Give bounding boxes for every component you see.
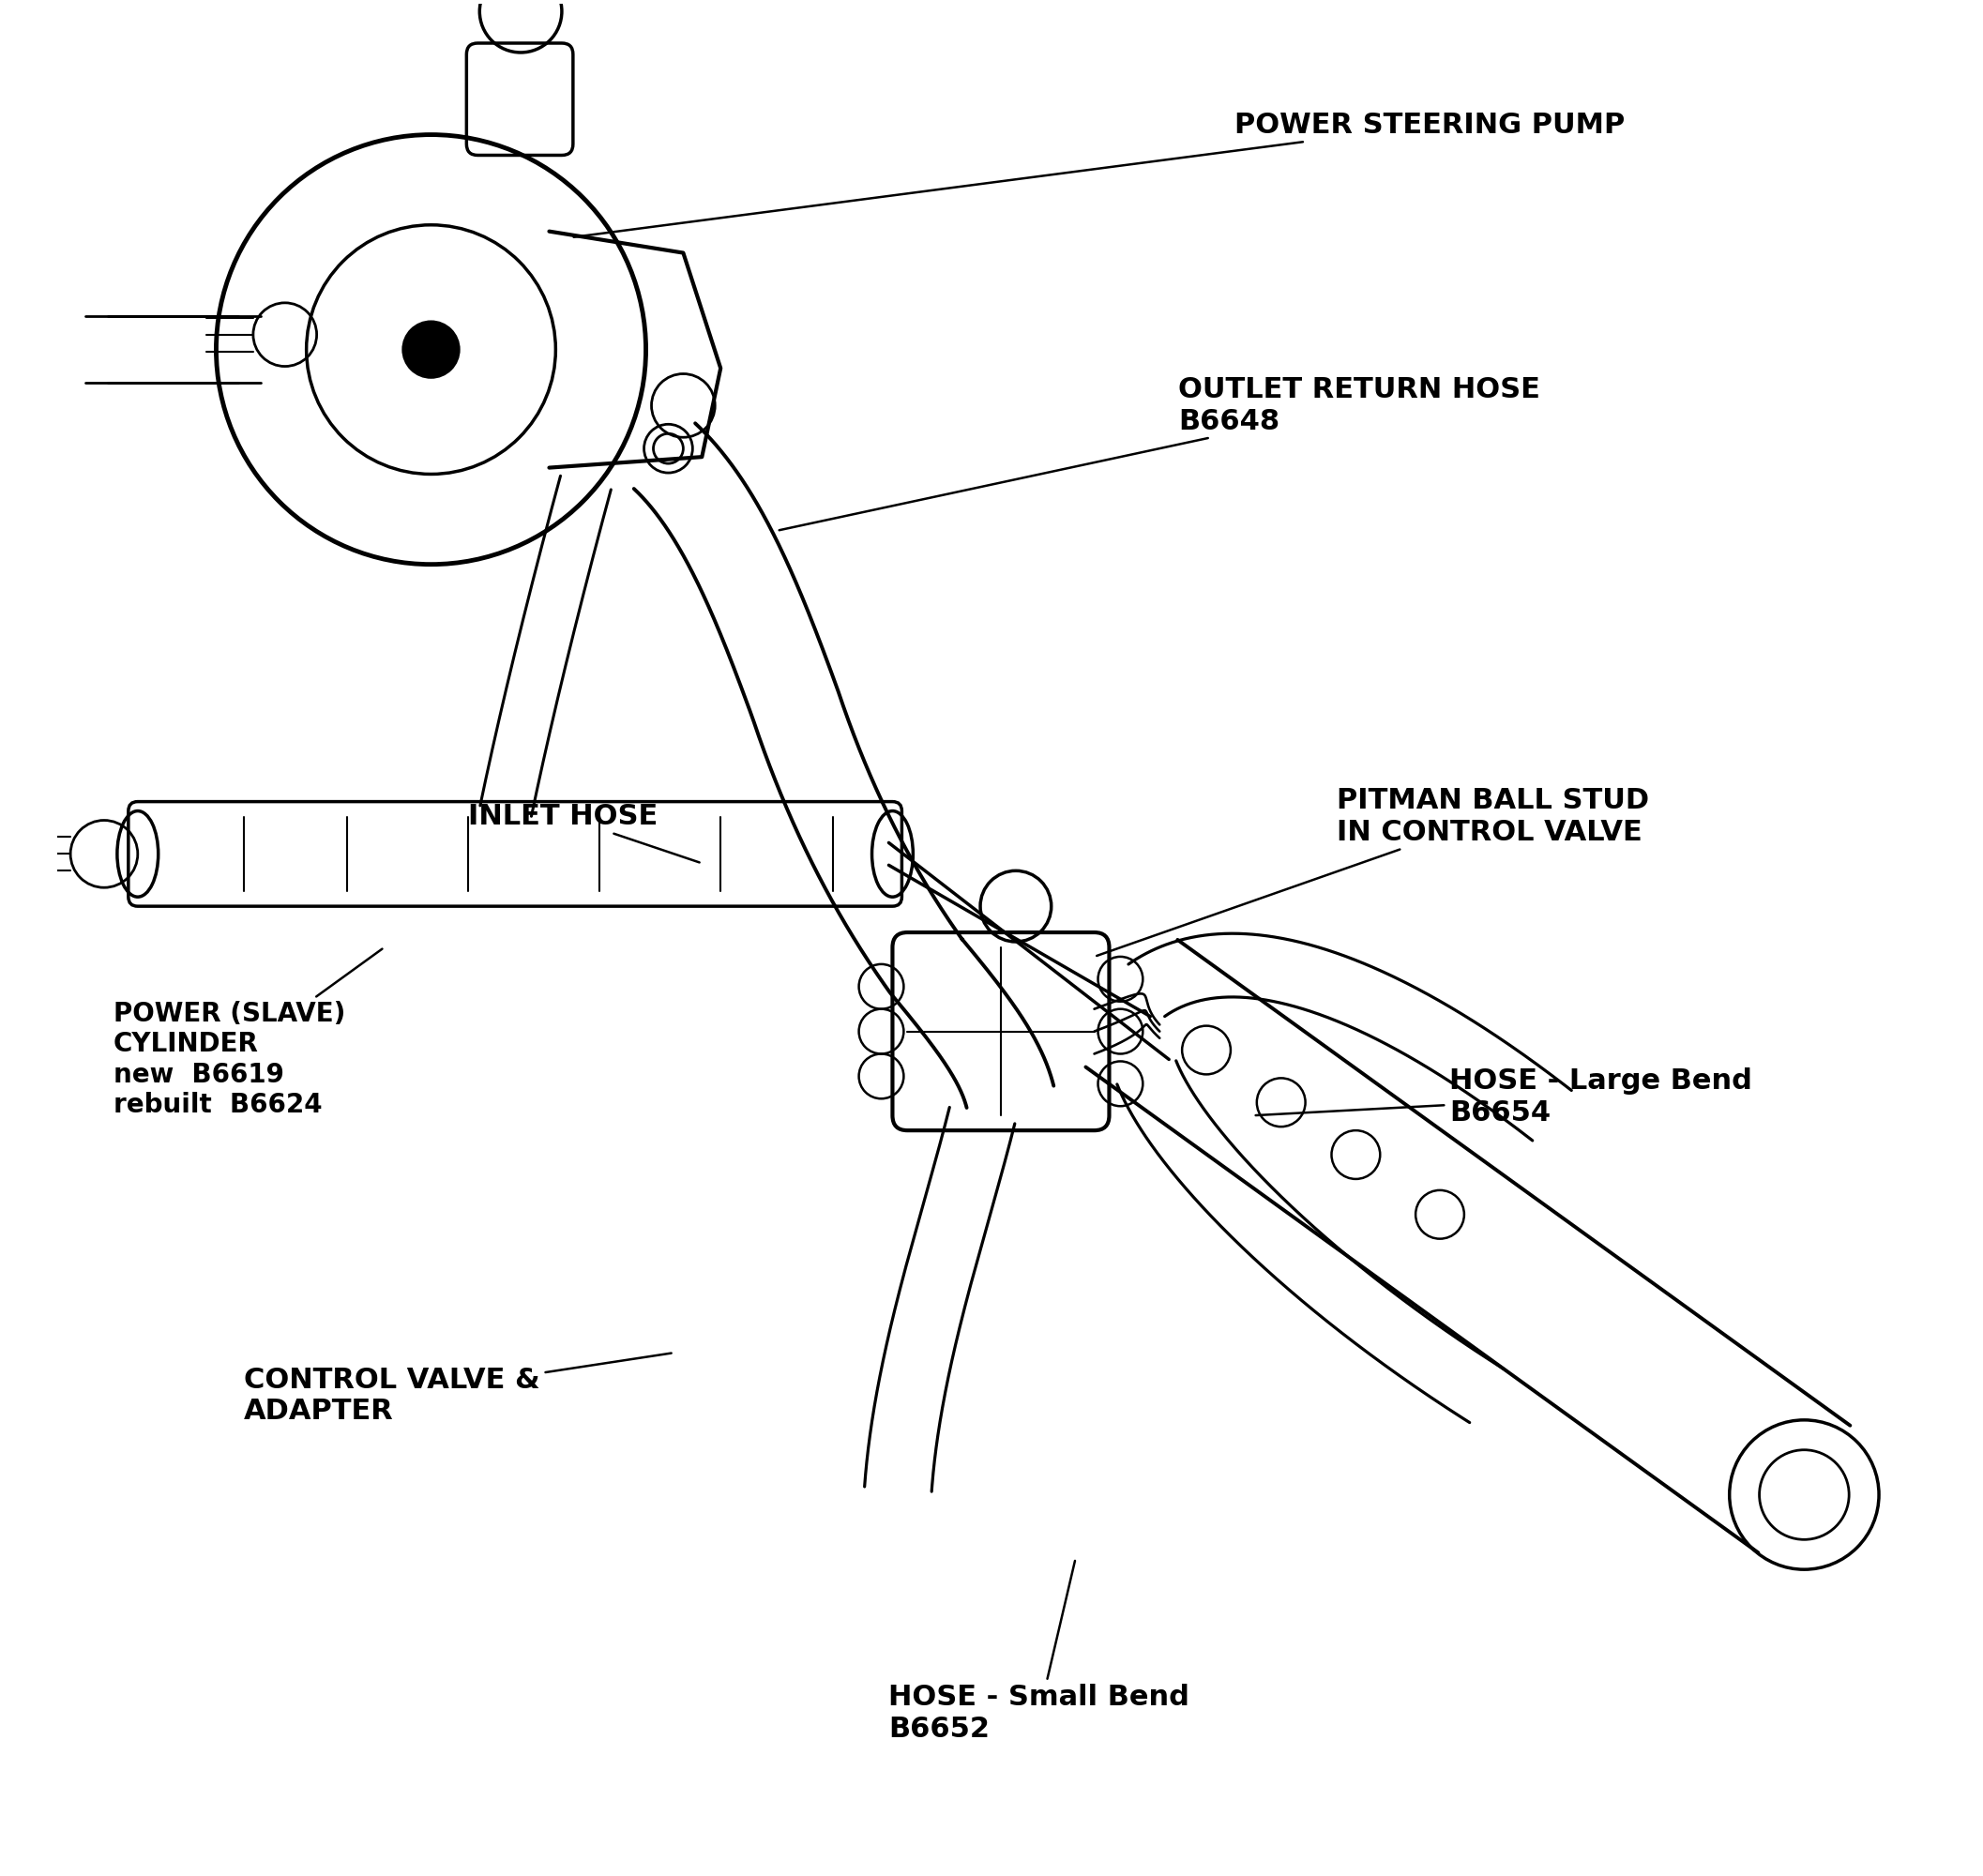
Text: POWER (SLAVE)
CYLINDER
new  B6619
rebuilt  B6624: POWER (SLAVE) CYLINDER new B6619 rebuilt…	[113, 949, 383, 1118]
Text: CONTROL VALVE &
ADAPTER: CONTROL VALVE & ADAPTER	[244, 1353, 672, 1426]
Text: OUTLET RETURN HOSE
B6648: OUTLET RETURN HOSE B6648	[779, 377, 1541, 531]
Circle shape	[403, 321, 458, 377]
Text: INLET HOSE: INLET HOSE	[468, 803, 700, 863]
Text: HOSE - Large Bend
B6654: HOSE - Large Bend B6654	[1255, 1067, 1753, 1126]
Text: POWER STEERING PUMP: POWER STEERING PUMP	[573, 113, 1624, 236]
Text: PITMAN BALL STUD
IN CONTROL VALVE: PITMAN BALL STUD IN CONTROL VALVE	[1097, 788, 1650, 955]
Text: HOSE - Small Bend
B6652: HOSE - Small Bend B6652	[888, 1561, 1190, 1743]
